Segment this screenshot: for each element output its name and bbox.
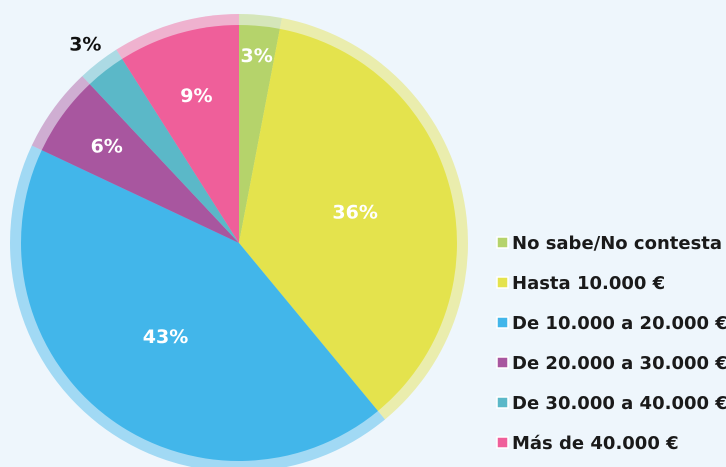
legend-label: De 10.000 a 20.000 € — [512, 313, 726, 334]
slice-label: 3% — [241, 45, 273, 67]
legend-swatch — [496, 236, 509, 249]
legend-swatch — [496, 316, 509, 329]
legend-swatch — [496, 356, 509, 369]
slice-label: 3% — [69, 33, 101, 55]
slice — [122, 25, 239, 243]
legend-label: Más de 40.000 € — [512, 433, 679, 454]
slice-label: 9% — [180, 85, 212, 107]
legend-label: Hasta 10.000 € — [512, 273, 665, 294]
legend-label: No sabe/No contesta — [512, 233, 722, 254]
slice-label: 6% — [91, 135, 123, 157]
legend-label: De 20.000 a 30.000 € — [512, 353, 726, 374]
slice-label: 43% — [143, 326, 188, 348]
slice — [89, 58, 239, 244]
legend-swatch — [496, 276, 509, 289]
slice — [41, 84, 239, 243]
slice — [239, 25, 280, 243]
slice — [20, 150, 378, 461]
slice — [239, 28, 457, 411]
slice-label: 36% — [332, 202, 377, 224]
legend-swatch — [496, 396, 509, 409]
legend-label: De 30.000 a 40.000 € — [512, 393, 726, 414]
legend-swatch — [496, 436, 509, 449]
